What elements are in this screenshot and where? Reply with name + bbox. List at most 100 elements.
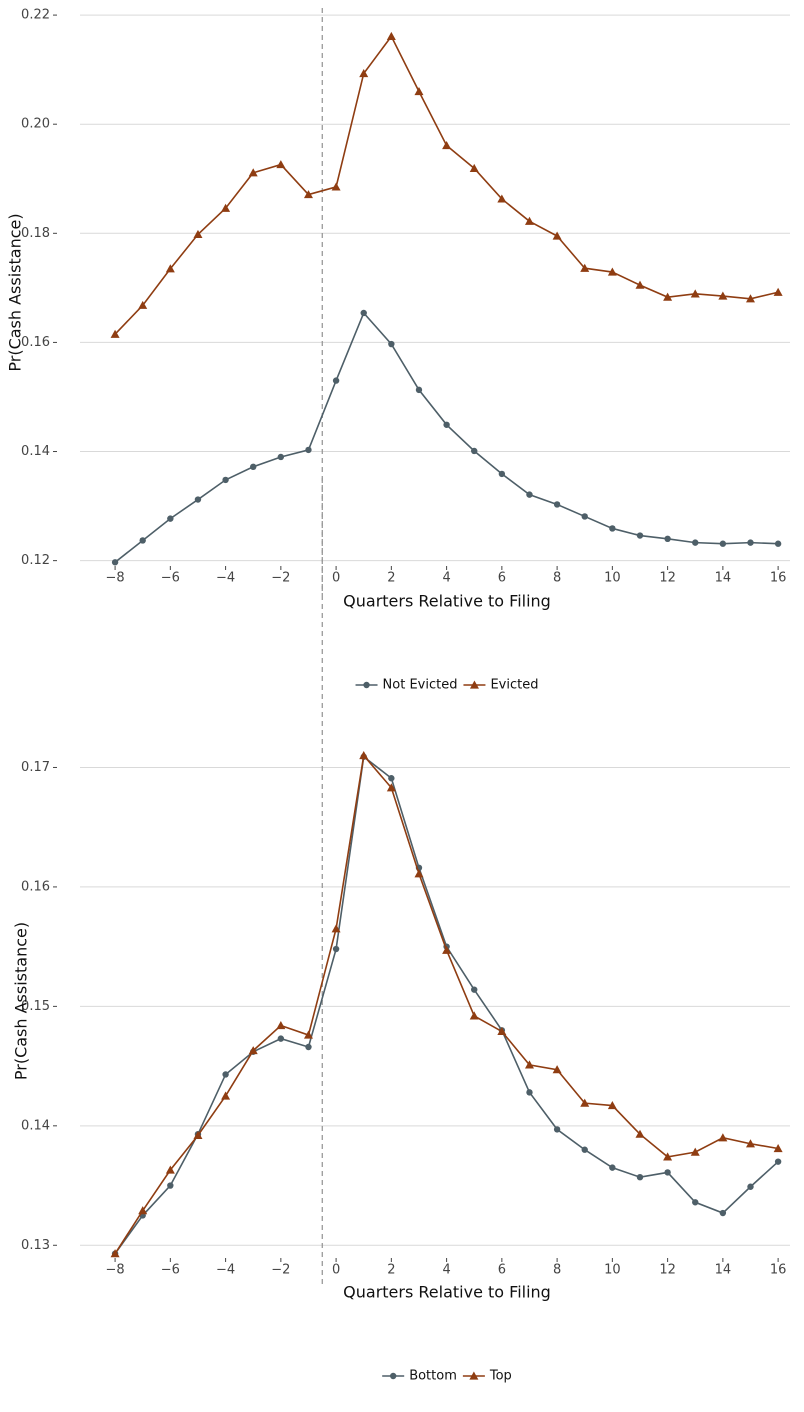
point	[222, 476, 229, 484]
legend-marker	[389, 1372, 397, 1380]
point	[526, 491, 533, 498]
y-tick-label: 0.14	[21, 444, 50, 459]
series-line	[114, 34, 779, 335]
point	[167, 1182, 174, 1189]
x-tick-label: 12	[659, 571, 676, 586]
x-tick-label: 6	[498, 571, 506, 586]
x-tick-label: 14	[715, 1263, 732, 1278]
legend-label: Bottom	[409, 1369, 457, 1384]
x-tick-label: −6	[161, 1263, 180, 1278]
point	[498, 470, 506, 478]
point	[443, 421, 450, 428]
point	[360, 309, 367, 317]
point	[692, 539, 699, 546]
point	[194, 496, 202, 503]
x-tick-label: 16	[770, 1263, 787, 1278]
legend-item: Not Evicted	[355, 678, 458, 693]
point	[552, 1065, 562, 1074]
x-tick-label: −2	[271, 1263, 290, 1278]
chart: 0.13 0.14 0.15 0.16 0.17 −8 −6 −4 −2 0 2 4 6 8 10 12 14 1…	[12, 478, 790, 1384]
point	[386, 31, 396, 40]
legend-label: Not Evicted	[383, 678, 458, 693]
x-axis-title: Quarters Relative to Filing	[343, 1283, 551, 1302]
point	[745, 1139, 755, 1148]
point	[388, 340, 395, 348]
point	[415, 386, 423, 394]
point	[332, 945, 340, 953]
x-tick-label: −6	[161, 571, 180, 586]
point	[469, 1011, 479, 1020]
point	[111, 559, 119, 566]
series-line	[114, 755, 779, 1255]
point	[581, 513, 588, 520]
x-tick-label: 4	[442, 571, 450, 586]
x-tick-label: 16	[770, 571, 787, 586]
point	[636, 532, 644, 539]
point	[664, 1169, 671, 1176]
point	[497, 1026, 507, 1036]
x-tick-label: 2	[387, 571, 395, 586]
y-tick-label: 0.12	[21, 553, 50, 568]
point	[553, 1126, 561, 1133]
point	[553, 501, 561, 508]
y-tick-label: 0.13	[21, 1238, 50, 1253]
point	[221, 203, 231, 212]
point	[635, 280, 645, 289]
series-line	[114, 311, 779, 563]
point	[552, 231, 562, 240]
chart: 0.12 0.14 0.16 0.18 0.20 0.22 −8 −6 −4 −2 0 2 4 6 8 10 1…	[6, 8, 790, 693]
point	[635, 1129, 645, 1138]
point	[442, 140, 452, 150]
x-tick-label: −8	[105, 1263, 124, 1278]
point	[414, 869, 424, 878]
point	[773, 287, 783, 296]
point	[359, 751, 369, 760]
point	[276, 160, 286, 169]
x-tick-label: 8	[553, 1263, 561, 1278]
point	[471, 447, 478, 455]
point	[221, 1091, 231, 1100]
legend-item: Bottom	[382, 1369, 457, 1384]
point	[388, 775, 395, 782]
point	[580, 1098, 590, 1107]
x-tick-label: 10	[604, 571, 621, 586]
point	[607, 1101, 617, 1110]
point	[581, 1146, 588, 1153]
point	[139, 537, 146, 544]
point	[110, 1249, 120, 1258]
x-tick-label: 0	[332, 1263, 340, 1278]
legend: Bottom Top	[382, 1369, 512, 1384]
legend-item: Evicted	[463, 678, 538, 693]
y-axis-title: Pr(Cash Assistance)	[12, 922, 31, 1080]
point	[774, 1158, 782, 1165]
point	[167, 515, 174, 522]
y-tick-label: 0.18	[21, 226, 50, 241]
point	[747, 1183, 754, 1190]
point	[663, 292, 673, 301]
point	[747, 539, 754, 546]
y-tick-label: 0.15	[21, 999, 50, 1014]
point	[690, 289, 700, 298]
point	[609, 1164, 616, 1171]
y-tick-label: 0.16	[21, 335, 50, 350]
point	[303, 1030, 313, 1039]
x-tick-label: 8	[553, 571, 561, 586]
point	[332, 377, 340, 384]
point	[414, 86, 424, 96]
x-tick-label: 14	[715, 571, 732, 586]
legend-item: Top	[462, 1369, 512, 1384]
x-tick-label: 6	[498, 1263, 506, 1278]
point	[471, 986, 478, 993]
point	[663, 1152, 673, 1161]
point	[719, 1209, 727, 1217]
x-tick-label: 2	[387, 1263, 395, 1278]
legend-marker	[363, 681, 370, 689]
point	[305, 446, 312, 454]
legend-marker	[469, 680, 479, 689]
point	[110, 329, 120, 338]
y-axis-title: Pr(Cash Assistance)	[6, 213, 25, 371]
point	[386, 783, 396, 792]
x-tick-label: −8	[105, 571, 124, 586]
point	[609, 525, 616, 532]
